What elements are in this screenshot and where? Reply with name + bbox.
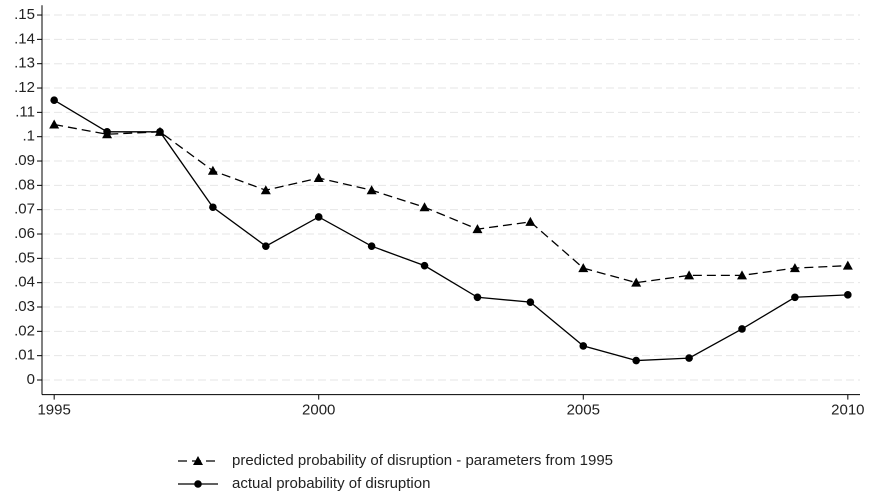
y-tick-label: .09 — [14, 152, 35, 169]
marker — [738, 325, 746, 333]
series-line — [53, 99, 848, 362]
marker — [789, 263, 800, 273]
x-tick-label: 1995 — [37, 402, 70, 419]
legend-marker — [194, 480, 202, 488]
marker — [419, 202, 430, 212]
y-tick-label: 0 — [27, 371, 35, 388]
marker — [684, 270, 695, 280]
marker — [632, 356, 640, 365]
marker — [526, 298, 535, 306]
x-tick-label: 2000 — [302, 402, 335, 419]
marker — [579, 342, 588, 350]
marker — [156, 128, 164, 136]
x-tick-label: 2005 — [567, 402, 600, 419]
y-tick-label: .14 — [14, 30, 35, 47]
marker — [420, 261, 429, 270]
legend-label: actual probability of disruption — [232, 475, 430, 492]
y-tick-label: .11 — [15, 103, 35, 120]
marker — [50, 96, 58, 104]
marker — [578, 263, 589, 273]
y-tick-label: .08 — [14, 176, 35, 193]
marker — [473, 293, 482, 302]
marker — [209, 203, 217, 212]
marker — [366, 185, 377, 195]
y-tick-label: .02 — [14, 322, 35, 339]
marker — [207, 165, 218, 175]
y-tick-label: .15 — [14, 6, 35, 23]
y-tick-label: .1 — [22, 128, 35, 145]
series-line — [54, 123, 848, 284]
marker — [313, 173, 324, 183]
y-tick-label: .12 — [14, 79, 35, 96]
marker — [842, 260, 853, 270]
marker — [631, 277, 642, 287]
marker — [262, 242, 270, 250]
x-tick-label: 2010 — [831, 402, 864, 419]
y-tick-label: .05 — [14, 249, 35, 266]
marker — [367, 242, 376, 250]
y-tick-label: .13 — [14, 55, 35, 72]
marker — [260, 185, 271, 195]
marker — [314, 213, 323, 221]
marker — [49, 119, 60, 129]
y-tick-label: .04 — [14, 274, 35, 291]
legend-label: predicted probability of disruption - pa… — [232, 452, 613, 469]
y-tick-label: .03 — [14, 298, 35, 315]
y-tick-label: .07 — [14, 201, 35, 218]
marker — [685, 354, 693, 362]
marker — [844, 291, 852, 299]
marker — [791, 293, 799, 302]
y-tick-label: .06 — [14, 225, 35, 242]
y-tick-label: .01 — [14, 347, 35, 364]
marker — [103, 128, 111, 136]
marker — [737, 270, 748, 280]
marker — [472, 224, 483, 234]
legend-marker — [193, 456, 203, 465]
marker — [525, 216, 536, 226]
